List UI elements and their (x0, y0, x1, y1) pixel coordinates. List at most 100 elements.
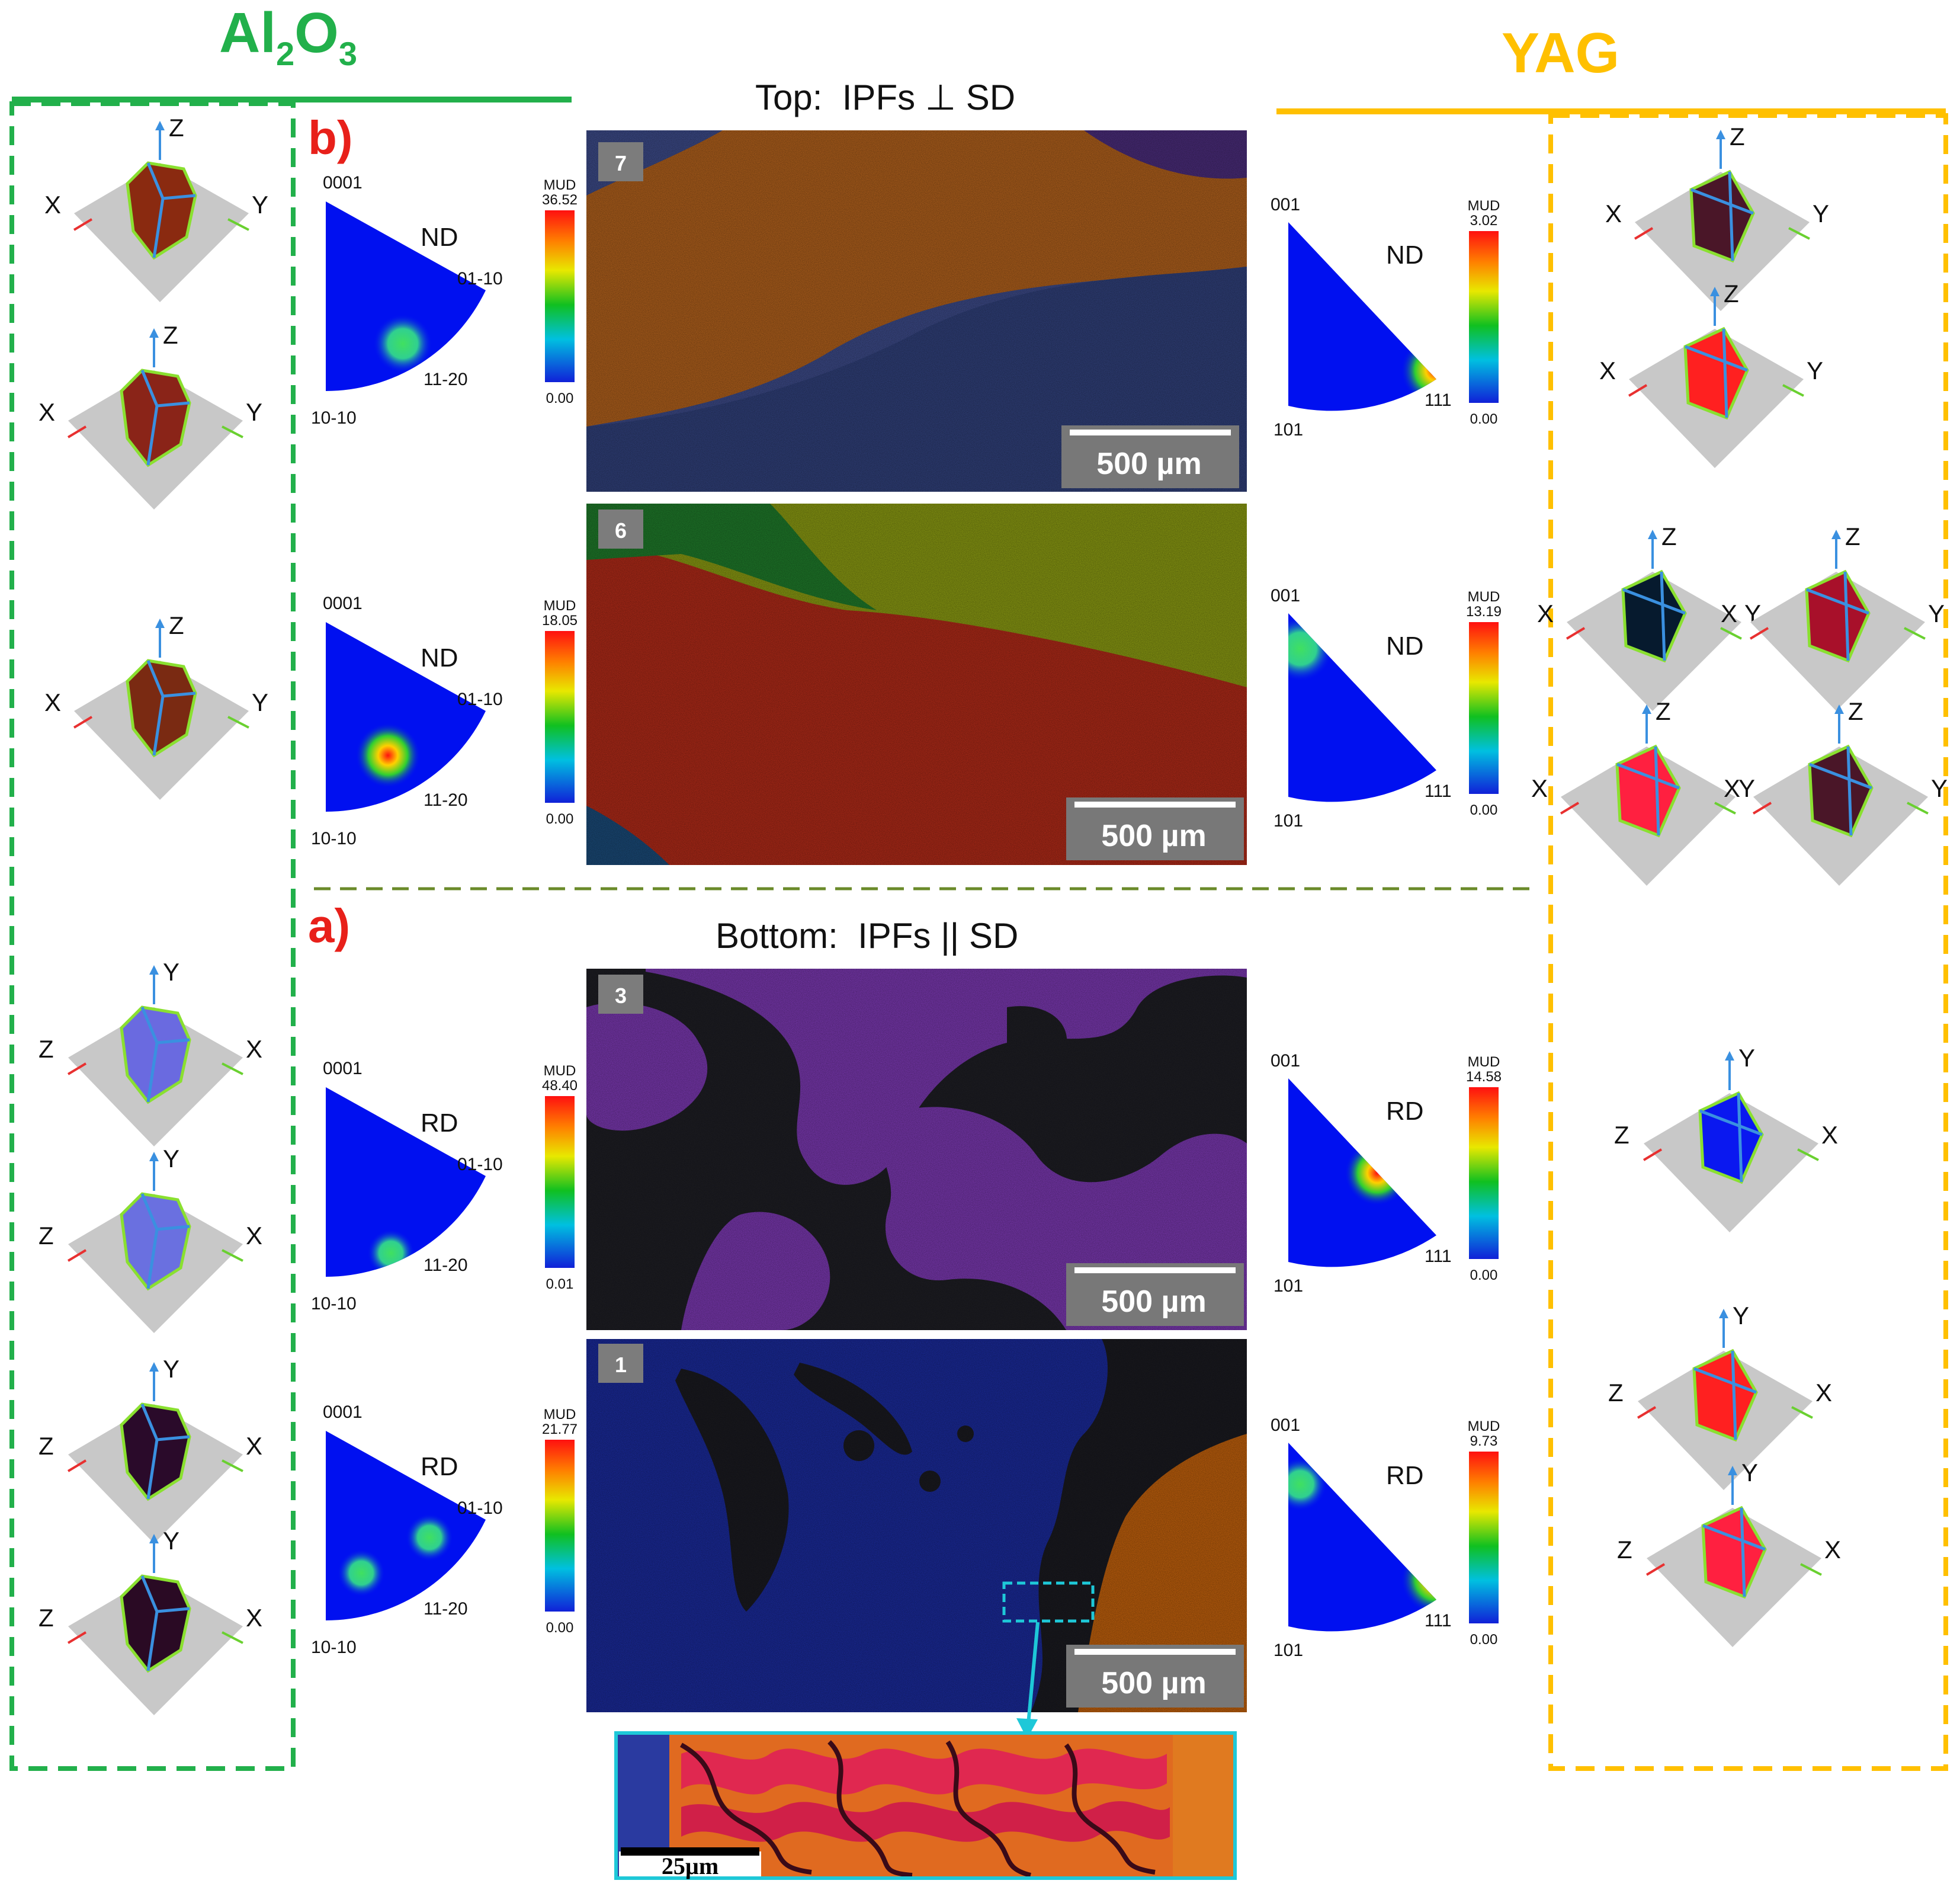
crystal-edges (140, 1193, 190, 1289)
ipf-reference-direction: RD (421, 1452, 458, 1481)
ipf-corner-bottom: 101 (1273, 811, 1303, 831)
crystal-edges (1809, 746, 1872, 836)
ipf-reference-direction: ND (421, 223, 458, 252)
mud-label: MUD (544, 1407, 576, 1423)
crystal-edges (1690, 171, 1754, 261)
mud-max: 48.40 (542, 1078, 578, 1094)
ipf-corner-right: 111 (1425, 1611, 1452, 1630)
mud-min: 0.00 (1470, 802, 1498, 818)
crystal-edges (140, 1404, 190, 1500)
hexagonal-crystal-glyph: Z X Y (39, 321, 262, 510)
mud-max: 13.19 (1466, 604, 1502, 620)
cubic-crystal-glyph: Z X Y (1605, 123, 1829, 311)
up-axis-head (149, 328, 159, 338)
axis-label-up: Z (169, 611, 184, 639)
axis-label-left: X (1605, 200, 1622, 228)
yag-dashed-frame (1548, 113, 1948, 1771)
mud-label: MUD (544, 1063, 576, 1079)
ipf-corner-top: 0001 (323, 1059, 363, 1078)
axis-label-up: Y (1741, 1459, 1758, 1487)
mud-max: 9.73 (1470, 1433, 1498, 1449)
up-axis-head (149, 965, 159, 975)
scale-bar-box (1066, 1263, 1244, 1326)
ipf-reference-direction: ND (1386, 632, 1424, 661)
right-axis (227, 218, 249, 231)
mud-min: 0.00 (546, 1620, 574, 1636)
ipf-hotspot (1288, 616, 1333, 681)
scale-bar-label: 500 µm (1101, 819, 1206, 853)
scale-bar-box (1066, 797, 1244, 860)
mud-max: 3.02 (1470, 213, 1498, 229)
axis-label-left: Z (1608, 1379, 1624, 1407)
axis-label-left: X (1599, 357, 1616, 385)
left-axis (1566, 627, 1586, 640)
mud-max: 14.58 (1466, 1069, 1502, 1085)
section-label-b: b) (308, 111, 353, 164)
up-axis-head (149, 1152, 159, 1161)
axis-label-right: X (246, 1222, 262, 1250)
ebsd-map-1: 1 500 µm (586, 1339, 1247, 1739)
axis-label-right: X (246, 1432, 262, 1460)
mud-max: 36.52 (542, 192, 578, 208)
map-number-badge (598, 975, 643, 1014)
axis-label-left: X (44, 191, 61, 219)
up-axis-head (1834, 704, 1844, 714)
right-axis (1791, 1406, 1813, 1419)
ipf-hotspot (406, 1514, 453, 1561)
axis-label-left: Z (39, 1222, 54, 1250)
ebsd-map-7: 7 500 µm (586, 130, 1247, 492)
zoom-arrow (1026, 1622, 1040, 1731)
ipf-corner-right: 01-10 (457, 690, 503, 709)
scale-bar-label: 500 µm (1101, 1666, 1206, 1700)
axis-label-right: Y (1931, 774, 1948, 802)
right-axis (1788, 227, 1810, 240)
crystal-edges (1616, 746, 1680, 836)
top-title: Top: IPFs ⊥ SD (755, 78, 1015, 117)
up-axis-head (1642, 704, 1651, 714)
al2o3-dashed-frame (9, 101, 296, 1771)
left-axis (67, 1249, 87, 1262)
left-axis (67, 425, 87, 438)
axis-label-right: X (1824, 1536, 1841, 1564)
mud-min: 0.00 (1470, 1632, 1498, 1648)
right-axis (1904, 627, 1926, 640)
ipf-corner-bottom: 101 (1273, 420, 1303, 440)
crystal-edges (140, 370, 190, 466)
mud-min: 0.00 (546, 390, 574, 406)
right-axis (222, 1062, 243, 1075)
axis-label-right: Y (1807, 357, 1823, 385)
ipf-reference-direction: RD (421, 1109, 458, 1138)
scale-bar-box (1066, 1645, 1244, 1708)
ipf-hotspot (367, 1229, 415, 1277)
ipf-corner-top: 0001 (323, 594, 363, 613)
right-axis (1714, 802, 1736, 815)
ipf-edge-label: 11-20 (424, 1255, 468, 1275)
ipf-corner-right: 01-10 (457, 269, 503, 289)
right-axis (222, 425, 243, 438)
ipf-hotspot (355, 723, 421, 788)
map-number: 6 (615, 518, 627, 543)
zoom-arrow-head (1016, 1718, 1038, 1739)
axis-label-right: Y (1813, 200, 1829, 228)
crystal-edges (1622, 571, 1686, 661)
ipf-sector (1288, 222, 1436, 411)
up-axis-head (155, 619, 165, 628)
ipf-density (338, 1514, 453, 1597)
crystal-edges (1693, 1350, 1757, 1440)
ipf-hotspot (1401, 1543, 1436, 1614)
hexagonal-crystal-glyph: Z X Y (44, 611, 268, 800)
yag-header: YAG (1502, 21, 1619, 85)
ipf-sector (326, 622, 486, 812)
mud-label: MUD (1468, 198, 1500, 214)
ipf-corner-right: 01-10 (457, 1155, 503, 1174)
left-axis (1749, 627, 1769, 640)
axis-label-right: Y (246, 398, 262, 426)
mud-label: MUD (1468, 1054, 1500, 1070)
hexagonal-crystal-glyph: Y Z X (39, 1355, 262, 1543)
left-axis (1645, 1563, 1666, 1576)
right-axis (222, 1459, 243, 1472)
right-axis (1800, 1563, 1822, 1576)
